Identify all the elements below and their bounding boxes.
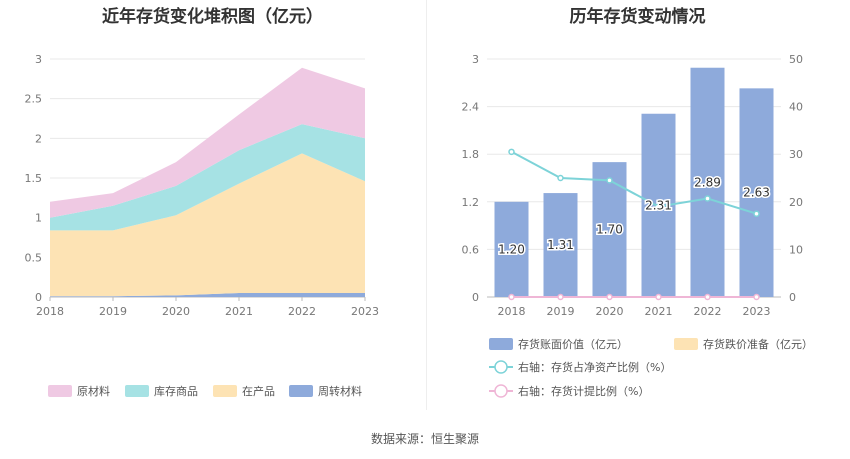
legend-label-原材料: 原材料 (77, 384, 110, 398)
legend-marker-0 (494, 360, 508, 374)
x-tick-right-2022: 2022 (694, 305, 722, 318)
x-tick-left-2023: 2023 (351, 305, 379, 318)
bar-2020 (592, 162, 627, 297)
x-tick-right-2021: 2021 (645, 305, 673, 318)
x-tick-right-2020: 2020 (596, 305, 624, 318)
legend-swatch-周转材料 (289, 385, 313, 397)
y-tick-left-2: 1 (35, 212, 42, 225)
line-point-1-5 (753, 293, 760, 301)
legend-swatch-原材料 (48, 385, 72, 397)
y2-tick-0: 0 (789, 291, 796, 304)
y-tick-left-3: 1.5 (25, 172, 43, 185)
y2-tick-3: 30 (789, 148, 803, 161)
line-point-1-1 (557, 293, 564, 301)
y2-tick-4: 40 (789, 101, 803, 114)
y-tick-left-5: 2.5 (25, 93, 43, 106)
line-point-1-2 (606, 293, 613, 301)
x-tick-right-2023: 2023 (743, 305, 771, 318)
bar-label-2021: 2.31 (645, 198, 672, 212)
x-tick-left-2019: 2019 (99, 305, 127, 318)
y-tick-right-4: 2.4 (462, 101, 480, 114)
y2-tick-2: 20 (789, 196, 803, 209)
line-point-0-4 (704, 195, 711, 202)
line-series-0 (511, 150, 757, 215)
legend-label-line-1: 右轴：存货计提比例（%） (518, 384, 649, 398)
data-source: 数据来源：恒生聚源 (370, 432, 479, 446)
y-tick-right-0: 0 (472, 291, 479, 304)
legend-label-周转材料: 周转材料 (318, 384, 362, 398)
line-point-1-0 (508, 293, 515, 301)
x-tick-left-2020: 2020 (162, 305, 190, 318)
bar-2019 (543, 193, 578, 297)
y-tick-left-6: 3 (35, 53, 42, 66)
legend-label-库存商品: 库存商品 (154, 384, 198, 398)
bar-2018 (494, 201, 529, 297)
x-tick-left-2021: 2021 (225, 305, 253, 318)
legend-label-line-0: 右轴：存货占净资产比例（%） (518, 360, 671, 374)
x-tick-left-2018: 2018 (36, 305, 64, 318)
y-tick-right-2: 1.2 (462, 196, 480, 209)
legend-label-在产品: 在产品 (242, 384, 275, 398)
bar-label-2018: 1.20 (498, 242, 525, 256)
legend-swatch-bars (489, 338, 513, 350)
y-tick-left-4: 2 (35, 132, 42, 145)
x-tick-right-2018: 2018 (498, 305, 526, 318)
area-库存商品 (50, 124, 365, 231)
area-原材料 (50, 67, 365, 218)
bar-label-2019: 1.31 (547, 238, 574, 252)
bar-label-2020: 1.70 (596, 223, 623, 237)
right-chart-title: 历年存货变动情况 (569, 7, 706, 27)
panel-divider (426, 0, 427, 410)
bar-2023 (739, 88, 774, 297)
y2-tick-1: 10 (789, 243, 803, 256)
legend-label-bars: 存货账面价值（亿元） (518, 337, 628, 351)
line-point-0-5 (753, 210, 760, 217)
legend-label-bars2: 存货跌价准备（亿元） (703, 337, 813, 351)
line-point-0-3 (655, 203, 662, 210)
x-tick-right-2019: 2019 (547, 305, 575, 318)
line-point-0-0 (508, 148, 515, 156)
legend-marker-1 (494, 384, 508, 398)
legend-swatch-bars2 (674, 338, 698, 350)
y2-tick-5: 50 (789, 53, 803, 66)
left-chart-title: 近年存货变化堆积图（亿元） (102, 7, 323, 27)
stacked-area-chart: 0 0.5 1 1.5 2 2.5 3 2018 2019 2020 2021 2022 2023 原材料… (25, 53, 380, 398)
y-tick-left-0: 0 (35, 291, 42, 304)
bar-label-2023: 2.63 (743, 186, 770, 200)
line-point-0-1 (557, 174, 564, 182)
legend-swatch-库存商品 (125, 385, 149, 397)
legend-swatch-在产品 (213, 385, 237, 397)
bar-label-2022: 2.89 (694, 175, 721, 189)
y-tick-right-1: 0.6 (462, 243, 480, 256)
bar-2022 (690, 67, 725, 297)
x-tick-left-2022: 2022 (288, 305, 316, 318)
line-point-0-2 (606, 177, 613, 184)
line-point-1-4 (704, 293, 711, 301)
y-tick-right-5: 3 (472, 53, 479, 66)
area-在产品 (50, 153, 365, 297)
y-tick-left-1: 0.5 (25, 251, 43, 264)
area-周转材料 (50, 293, 365, 297)
line-point-1-3 (655, 293, 662, 301)
y-tick-right-3: 1.8 (462, 148, 480, 161)
